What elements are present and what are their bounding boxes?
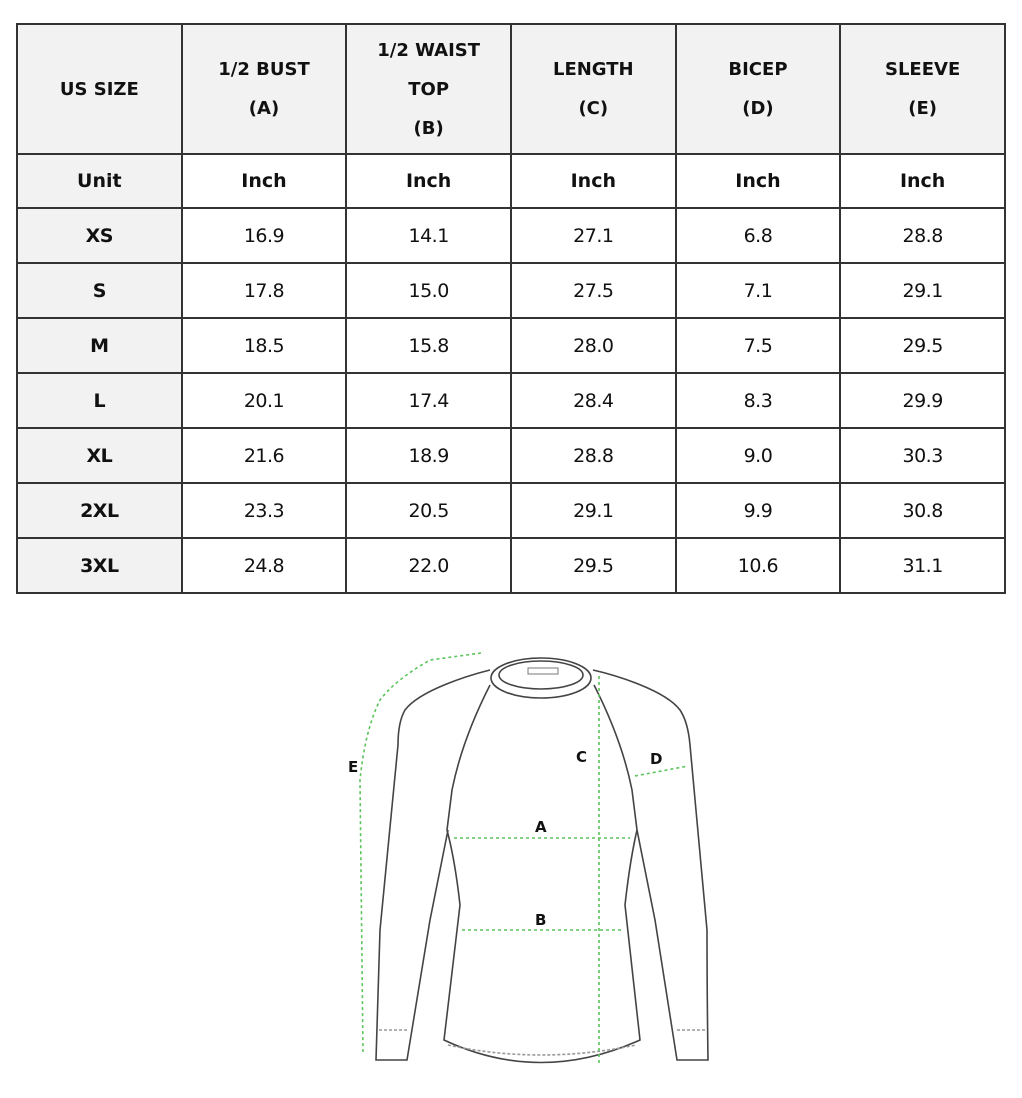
- table-row: 3XL 24.8 22.0 29.5 10.6 31.1: [16, 537, 1006, 594]
- column-header: LENGTH (C): [509, 23, 677, 155]
- column-header: US SIZE: [16, 23, 183, 155]
- table-row: XS 16.9 14.1 27.1 6.8 28.8: [16, 207, 1006, 264]
- measurement-cell: 29.5: [839, 317, 1006, 374]
- unit-cell: Inch: [180, 153, 348, 209]
- measurement-cell: 18.9: [345, 427, 512, 484]
- measurement-cell: 24.8: [180, 537, 348, 594]
- measurement-cell: 21.6: [180, 427, 348, 484]
- header-line: (D): [742, 98, 774, 119]
- measurement-cell: 15.0: [345, 262, 512, 319]
- size-cell: S: [16, 262, 183, 319]
- unit-row: Unit Inch Inch Inch Inch Inch: [16, 153, 1006, 209]
- table-row: 2XL 23.3 20.5 29.1 9.9 30.8: [16, 482, 1006, 539]
- unit-cell: Inch: [345, 153, 512, 209]
- measurement-cell: 27.5: [509, 262, 677, 319]
- measurement-lines: [359, 652, 689, 1064]
- shirt-outline: [375, 657, 709, 1064]
- label-e: E: [348, 758, 358, 776]
- header-line: BICEP: [728, 59, 788, 80]
- measurement-cell: 30.8: [839, 482, 1006, 539]
- measurement-cell: 28.8: [509, 427, 677, 484]
- measurement-cell: 8.3: [674, 372, 842, 429]
- measurement-cell: 29.5: [509, 537, 677, 594]
- size-cell: M: [16, 317, 183, 374]
- header-line: LENGTH: [552, 59, 634, 80]
- header-line: TOP: [408, 78, 450, 100]
- measurement-cell: 10.6: [674, 537, 842, 594]
- header-line: 1/2 BUST: [218, 59, 310, 80]
- measurement-cell: 6.8: [674, 207, 842, 264]
- table-row: L 20.1 17.4 28.4 8.3 29.9: [16, 372, 1006, 429]
- measurement-cell: 27.1: [509, 207, 677, 264]
- column-header: BICEP (D): [674, 23, 842, 155]
- size-chart-table: US SIZE 1/2 BUST (A) 1/2 WAIST TOP (B) LENGTH (…: [16, 23, 1006, 594]
- unit-cell: Inch: [674, 153, 842, 209]
- table-row: M 18.5 15.8 28.0 7.5 29.5: [16, 317, 1006, 374]
- header-line: (C): [578, 98, 609, 119]
- unit-cell: Inch: [839, 153, 1006, 209]
- measurement-cell: 30.3: [839, 427, 1006, 484]
- header-line: (B): [413, 117, 444, 139]
- measurement-cell: 29.1: [839, 262, 1006, 319]
- unit-cell: Inch: [509, 153, 677, 209]
- size-cell: XL: [16, 427, 183, 484]
- unit-label: Unit: [16, 153, 183, 209]
- table-row: XL 21.6 18.9 28.8 9.0 30.3: [16, 427, 1006, 484]
- measurement-cell: 17.8: [180, 262, 348, 319]
- measurement-cell: 20.5: [345, 482, 512, 539]
- column-header: 1/2 BUST (A): [180, 23, 348, 155]
- sleeve-measure-e: [359, 652, 482, 1053]
- measurement-cell: 29.9: [839, 372, 1006, 429]
- measurement-cell: 16.9: [180, 207, 348, 264]
- measurement-cell: 17.4: [345, 372, 512, 429]
- measurement-cell: 23.3: [180, 482, 348, 539]
- label-a: A: [535, 818, 547, 836]
- measurement-cell: 9.9: [674, 482, 842, 539]
- size-cell: 2XL: [16, 482, 183, 539]
- header-line: US SIZE: [59, 78, 139, 100]
- label-d: D: [650, 750, 662, 768]
- measurement-cell: 31.1: [839, 537, 1006, 594]
- measurement-cell: 22.0: [345, 537, 512, 594]
- measurement-cell: 15.8: [345, 317, 512, 374]
- size-cell: XS: [16, 207, 183, 264]
- label-b: B: [535, 911, 546, 929]
- header-line: SLEEVE: [885, 59, 961, 80]
- measurement-cell: 9.0: [674, 427, 842, 484]
- table-row: S 17.8 15.0 27.5 7.1 29.1: [16, 262, 1006, 319]
- measurement-cell: 7.5: [674, 317, 842, 374]
- measurement-cell: 29.1: [509, 482, 677, 539]
- measurement-cell: 28.0: [509, 317, 677, 374]
- measurement-cell: 18.5: [180, 317, 348, 374]
- measurement-cell: 28.8: [839, 207, 1006, 264]
- header-row: US SIZE 1/2 BUST (A) 1/2 WAIST TOP (B) LENGTH (…: [16, 23, 1006, 155]
- column-header: 1/2 WAIST TOP (B): [345, 23, 512, 155]
- size-cell: L: [16, 372, 183, 429]
- header-line: (A): [248, 98, 280, 119]
- bicep-measure-d: [634, 765, 689, 777]
- header-line: 1/2 WAIST: [377, 39, 481, 61]
- measurement-cell: 28.4: [509, 372, 677, 429]
- measurement-cell: 20.1: [180, 372, 348, 429]
- label-c: C: [576, 748, 587, 766]
- header-line: (E): [908, 98, 938, 119]
- size-cell: 3XL: [16, 537, 183, 594]
- measurement-cell: 7.1: [674, 262, 842, 319]
- measurement-cell: 14.1: [345, 207, 512, 264]
- column-header: SLEEVE (E): [839, 23, 1006, 155]
